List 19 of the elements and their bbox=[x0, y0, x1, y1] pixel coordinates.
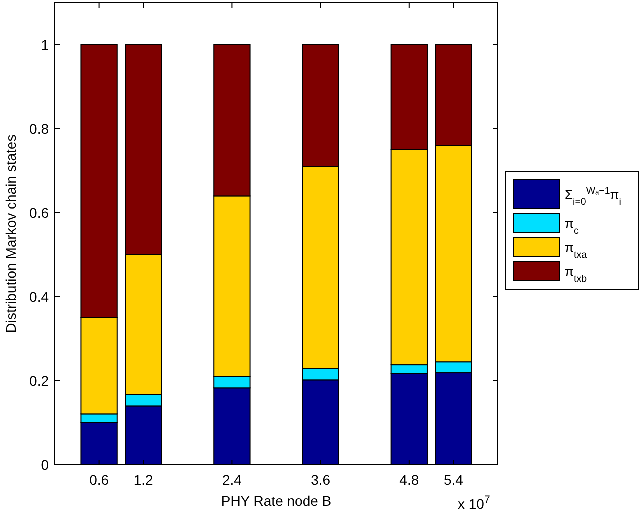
y-tick-label: 0.4 bbox=[30, 288, 50, 305]
legend-label: π$_{txa}$ bbox=[565, 240, 588, 260]
x-tick-label: 1.2 bbox=[134, 472, 154, 488]
x-tick-label: 2.4 bbox=[222, 472, 242, 488]
text: x 10$^{7}$ bbox=[458, 494, 490, 512]
x-tick-label: 4.8 bbox=[400, 472, 420, 488]
y-tick-label: 0 bbox=[41, 456, 50, 473]
legend-label: π$_{c}$ bbox=[565, 216, 579, 236]
y-axis-title: Distribution Markov chain states bbox=[3, 134, 19, 334]
y-tick-label: 0.2 bbox=[30, 372, 50, 389]
x-tick-label: 3.6 bbox=[311, 472, 331, 488]
y-tick-label: 0.8 bbox=[30, 120, 50, 137]
x-axis-title: PHY Rate node B bbox=[221, 493, 332, 509]
legend-label: π$_{txb}$ bbox=[565, 264, 588, 284]
x-tick-label: 5.4 bbox=[444, 472, 464, 488]
legend-label: Σ$_{i=0}$$^{Wₐ−1}$π$_{i}$ bbox=[565, 186, 622, 208]
y-tick-label: 1 bbox=[41, 36, 50, 53]
y-tick-label: 0.6 bbox=[30, 204, 50, 221]
x-tick-label: 0.6 bbox=[90, 472, 110, 488]
